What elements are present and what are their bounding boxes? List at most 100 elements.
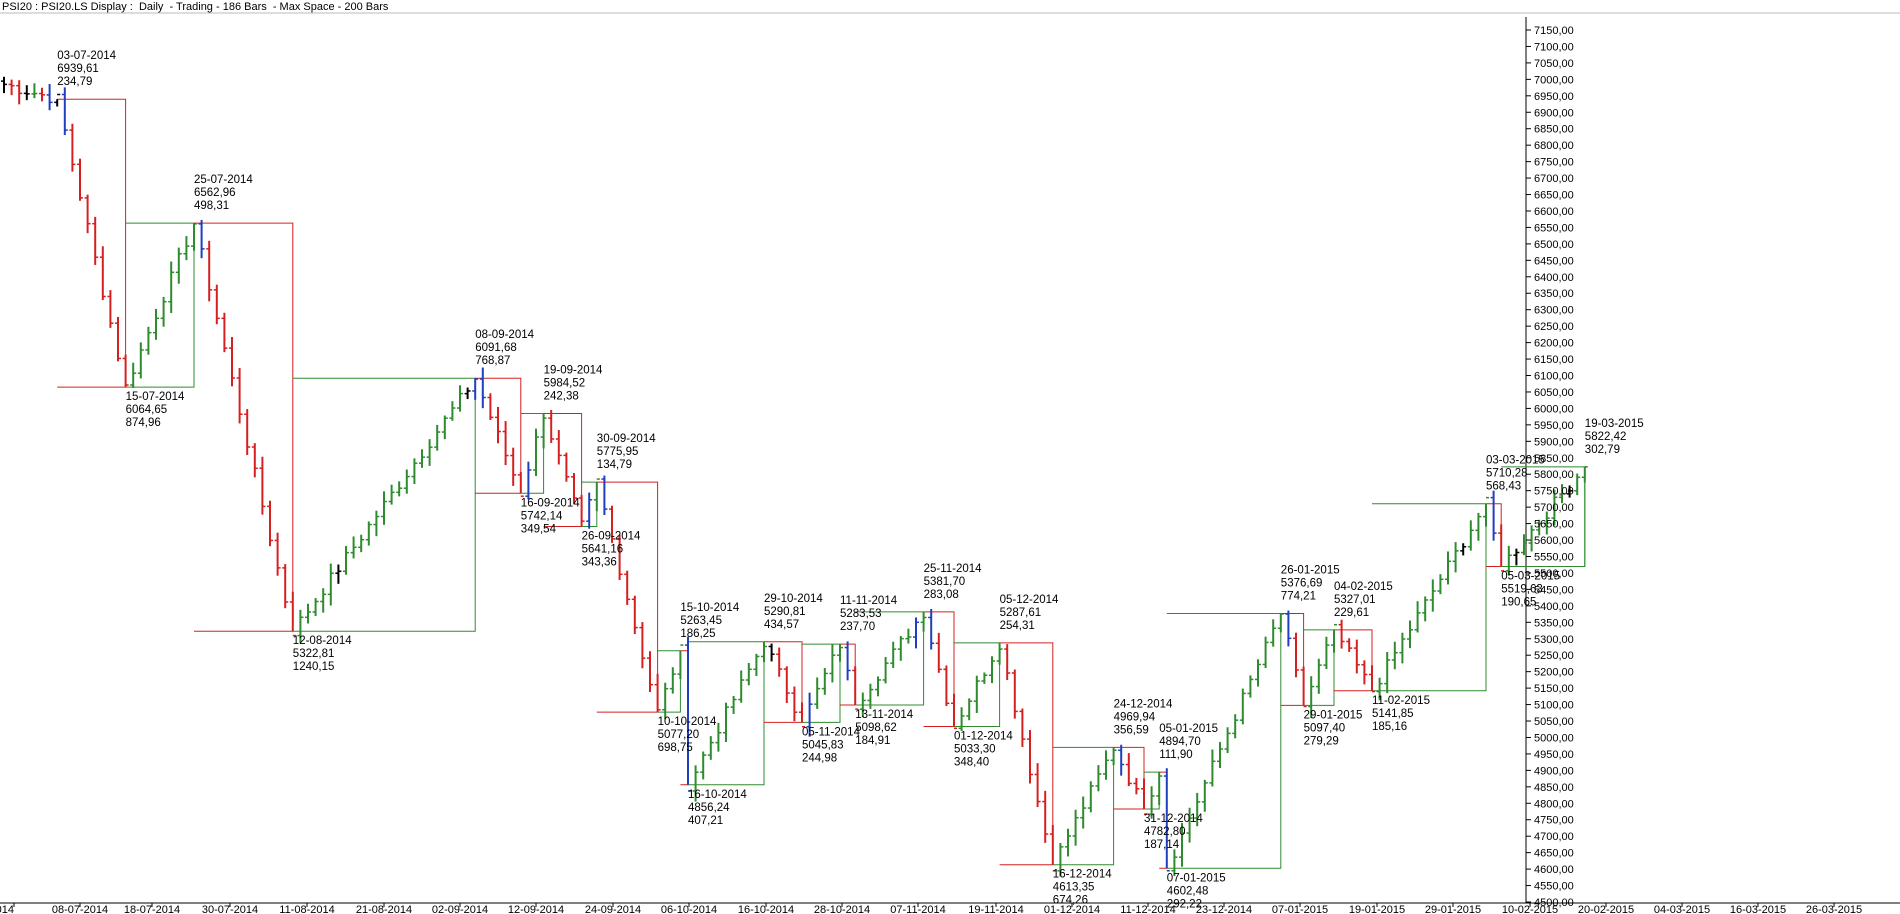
y-tick-label: 6100,00	[1534, 371, 1574, 383]
y-tick-label: 4700,00	[1534, 831, 1574, 843]
swing-box	[1372, 503, 1487, 692]
y-tick-label: 6900,00	[1534, 107, 1574, 119]
y-tick-label: 6150,00	[1534, 354, 1574, 366]
swing-label-line: 5822,42	[1585, 431, 1627, 443]
swing-label-line: 05-11-2014	[802, 726, 861, 738]
y-tick-label: 6200,00	[1534, 338, 1574, 350]
swing-box	[764, 641, 803, 723]
swing-label-line: 5141,85	[1372, 708, 1414, 720]
y-tick-label: 5650,00	[1534, 519, 1574, 531]
y-tick-label: 5300,00	[1534, 634, 1574, 646]
x-tick-label: 08-07-2014	[52, 904, 108, 914]
swing-label-line: 16-12-2014	[1053, 869, 1112, 881]
swing-label-line: 4894,70	[1159, 736, 1201, 748]
swing-label-line: 407,21	[688, 815, 723, 827]
y-tick-label: 4800,00	[1534, 798, 1574, 810]
swing-label-line: 4856,24	[688, 802, 730, 814]
swing-box	[1303, 629, 1335, 706]
y-tick-label: 5100,00	[1534, 700, 1574, 712]
swing-label-line: 5984,52	[544, 378, 586, 390]
swing-label-line: 29-10-2014	[764, 593, 823, 605]
swing-label-line: 5033,30	[954, 744, 996, 756]
y-tick-label: 4500,00	[1534, 897, 1574, 909]
swing-label-line: 5710,28	[1486, 468, 1528, 480]
swing-box	[657, 650, 681, 713]
y-tick-label: 5600,00	[1534, 535, 1574, 547]
x-tick-label: 12-09-2014	[508, 904, 564, 914]
swing-box	[688, 641, 765, 786]
x-tick-label: 11-08-2014	[279, 904, 334, 914]
swing-label-line: 5327,01	[1334, 594, 1376, 606]
swing-label-line: 234,79	[57, 76, 92, 88]
y-tick-label: 5750,00	[1534, 486, 1574, 498]
y-tick-label: 4650,00	[1534, 848, 1574, 860]
x-tick-label: 19-01-2015	[1349, 904, 1405, 914]
swing-label-line: 30-09-2014	[597, 433, 656, 445]
swing-label-line: 5290,81	[764, 606, 806, 618]
y-tick-label: 4550,00	[1534, 881, 1574, 893]
y-axis: 4500,00 4550,00 4600,00 4650,00 4700,00 4750,…	[1526, 25, 1574, 909]
swing-label-line: 279,29	[1304, 735, 1339, 747]
y-tick-label: 5950,00	[1534, 420, 1574, 432]
x-tick-label: 07-11-2014	[890, 904, 945, 914]
y-tick-label: 5200,00	[1534, 667, 1574, 679]
x-tick-label: 20-02-2015	[1578, 904, 1634, 914]
y-tick-label: 7100,00	[1534, 41, 1574, 53]
swing-label-line: 26-09-2014	[582, 530, 641, 542]
y-tick-label: 6350,00	[1534, 288, 1574, 300]
swing-box	[596, 481, 659, 713]
swing-label-line: 5097,40	[1304, 722, 1346, 734]
y-tick-label: 5450,00	[1534, 584, 1574, 596]
swing-label-line: 184,91	[855, 735, 890, 747]
y-tick-label: 5900,00	[1534, 436, 1574, 448]
swing-label-line: 187,14	[1144, 839, 1180, 851]
swing-label-line: 698,75	[658, 742, 693, 754]
x-axis: -2014 08-07-2014 18-07-2014 30-07-2014 11-08…	[0, 903, 1862, 914]
x-tick-label: 10-02-2015	[1502, 904, 1558, 914]
y-tick-label: 5500,00	[1534, 568, 1574, 580]
y-tick-label: 6300,00	[1534, 305, 1574, 317]
swing-box	[292, 377, 476, 632]
swing-label-line: 11-02-2015	[1372, 695, 1430, 707]
y-tick-label: 6050,00	[1534, 387, 1574, 399]
x-tick-label: 02-09-2014	[432, 904, 488, 914]
swing-label-line: 292,22	[1167, 898, 1202, 910]
x-tick-label: 30-07-2014	[202, 904, 258, 914]
swing-label-line: 29-01-2015	[1304, 709, 1363, 721]
x-tick-label: 16-10-2014	[738, 904, 794, 914]
swing-label-line: 254,31	[1000, 620, 1035, 632]
y-tick-label: 6500,00	[1534, 239, 1574, 251]
swing-label-line: 24-12-2014	[1114, 698, 1173, 710]
swing-label-line: 186,25	[680, 628, 715, 640]
swing-box	[1280, 613, 1305, 706]
swing-box	[999, 642, 1054, 866]
x-tick-label: 21-08-2014	[356, 904, 412, 914]
swing-label-line: 5287,61	[1000, 607, 1042, 619]
y-tick-label: 6950,00	[1534, 91, 1574, 103]
swing-box	[520, 413, 545, 494]
swing-label-line: 4613,35	[1053, 882, 1095, 894]
y-tick-label: 6550,00	[1534, 222, 1574, 234]
y-tick-label: 6850,00	[1534, 124, 1574, 136]
y-tick-label: 6650,00	[1534, 190, 1574, 202]
x-tick-label: 16-03-2015	[1730, 904, 1786, 914]
y-tick-label: 6750,00	[1534, 157, 1574, 169]
swing-label-line: 244,98	[802, 752, 837, 764]
swing-label-line: 568,43	[1486, 481, 1521, 493]
swing-label-line: 6064,65	[126, 404, 168, 416]
swing-label-line: 343,36	[582, 556, 617, 568]
swing-label-line: 348,40	[954, 757, 989, 769]
y-tick-label: 6700,00	[1534, 173, 1574, 185]
